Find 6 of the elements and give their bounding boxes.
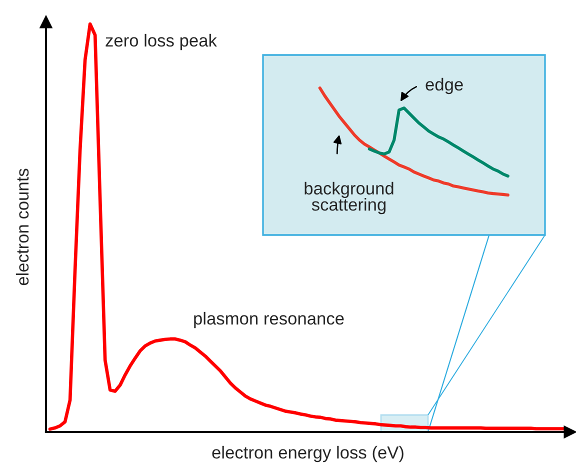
annotation: edge <box>426 78 463 94</box>
annotation: background scattering <box>304 182 394 214</box>
x-axis-title: electron energy loss (eV) <box>212 446 404 462</box>
annotation: zero loss peak <box>106 34 217 50</box>
y-axis-title: electron counts <box>16 168 29 286</box>
annotation: plasmon resonance <box>194 312 344 328</box>
